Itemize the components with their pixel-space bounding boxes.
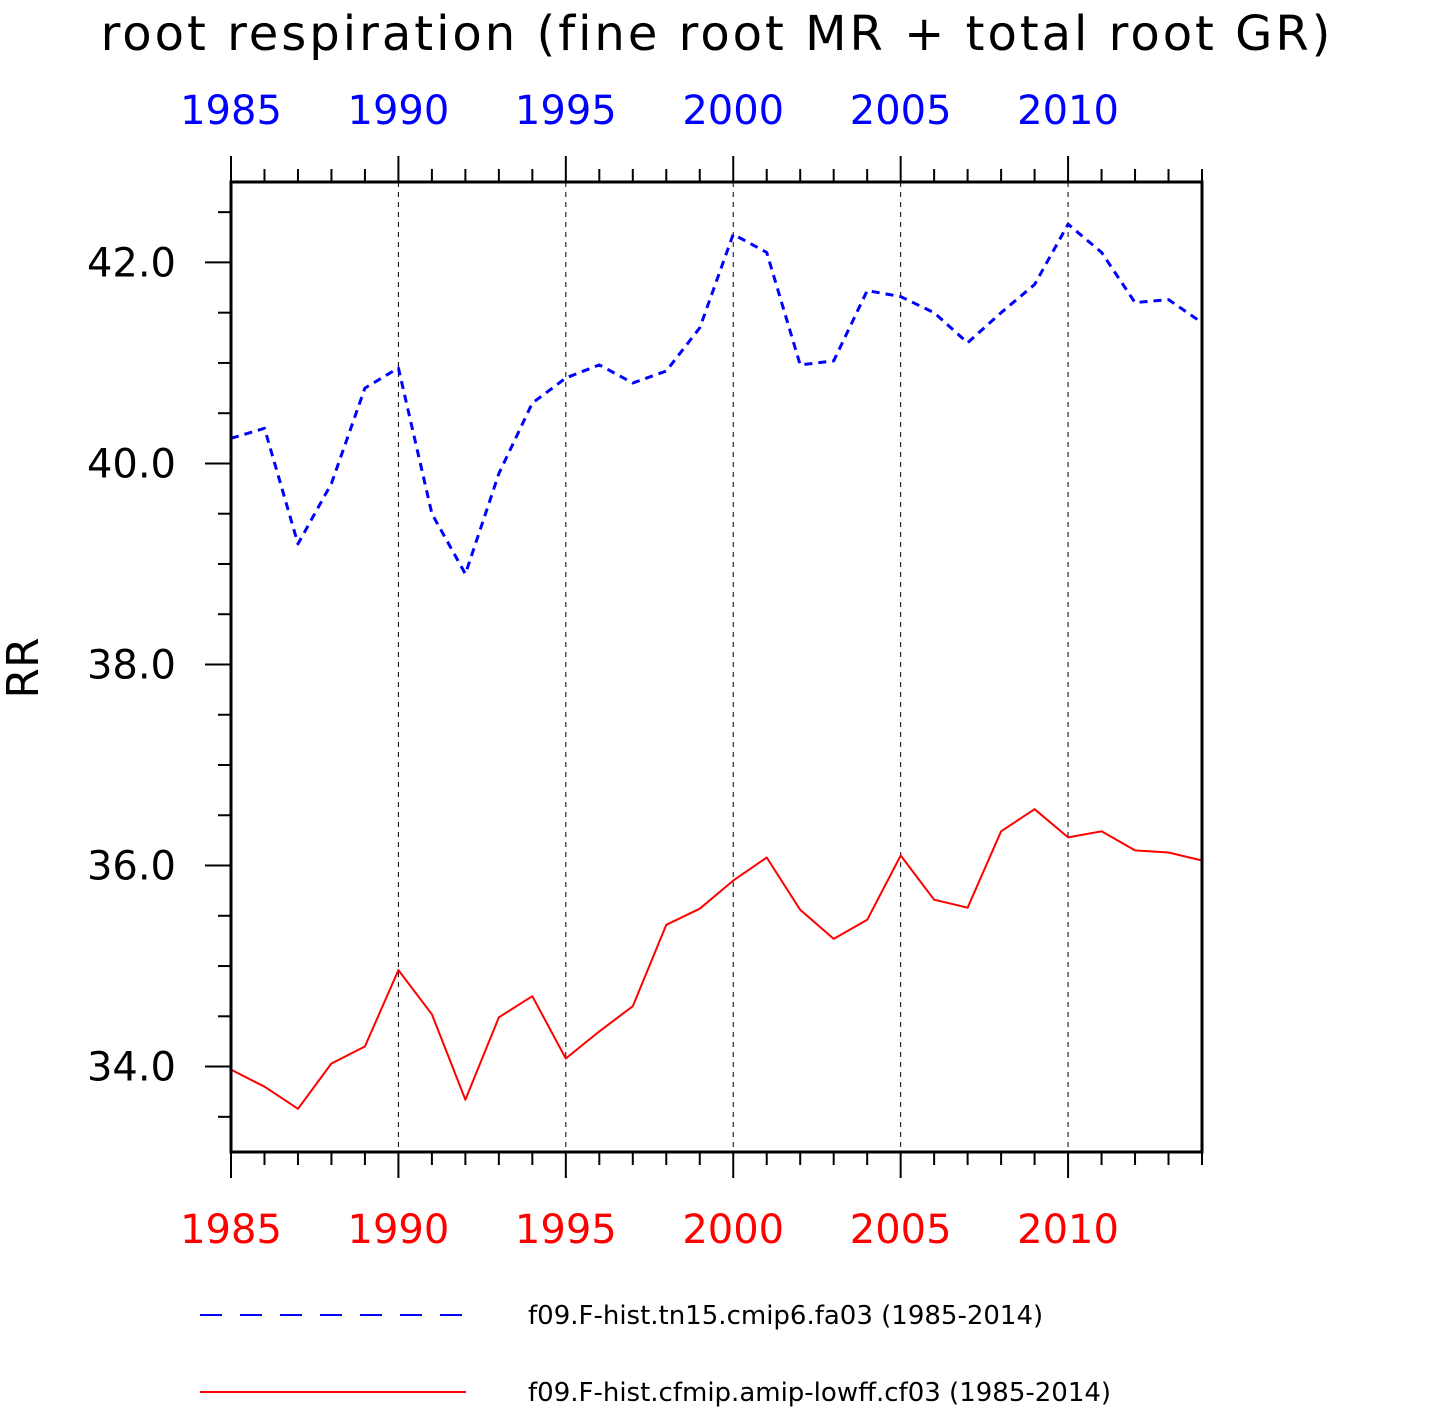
tick-labels: 1985 1985 1990 1990 1995 1995 2000 2000 2005 2005… xyxy=(87,88,1119,1253)
chart-title: root respiration (fine root MR + total r… xyxy=(101,6,1334,62)
y-tick-label: 40.0 xyxy=(87,441,176,487)
legend-label-series-2: f09.F-hist.cfmip.amip-lowff.cf03 (1985-2… xyxy=(528,1378,1111,1408)
x-tick-label-bottom: 2000 xyxy=(682,1207,784,1253)
y-axis-label: RR xyxy=(0,637,49,698)
x-tick-label-bottom: 2005 xyxy=(850,1207,952,1253)
x-tick-label-top: 1995 xyxy=(515,88,617,134)
y-tick-label: 34.0 xyxy=(87,1045,176,1091)
x-tick-label-top: 2005 xyxy=(850,88,952,134)
x-tick-label-bottom: 1990 xyxy=(348,1207,450,1253)
x-tick-label-bottom: 1985 xyxy=(180,1207,282,1253)
gridlines xyxy=(397,182,1069,1152)
x-tick-label-top: 1985 xyxy=(180,88,282,134)
x-tick-label-bottom: 2010 xyxy=(1017,1207,1119,1253)
legend: f09.F-hist.tn15.cmip6.fa03 (1985-2014) f… xyxy=(200,1301,1111,1408)
legend-label-series-1: f09.F-hist.tn15.cmip6.fa03 (1985-2014) xyxy=(528,1301,1043,1331)
x-tick-label-top: 2000 xyxy=(682,88,784,134)
series-line-2 xyxy=(230,808,1203,1110)
y-tick-label: 42.0 xyxy=(87,240,176,286)
y-tick-label: 38.0 xyxy=(87,642,176,688)
x-tick-label-top: 2010 xyxy=(1017,88,1119,134)
y-tick-label: 36.0 xyxy=(87,844,176,890)
x-tick-label-top: 1990 xyxy=(348,88,450,134)
series-lines xyxy=(230,222,1203,1110)
axis-ticks xyxy=(205,156,1203,1178)
x-tick-label-bottom: 1995 xyxy=(515,1207,617,1253)
plot-frame xyxy=(229,180,1204,1154)
series-line-1 xyxy=(230,222,1203,576)
